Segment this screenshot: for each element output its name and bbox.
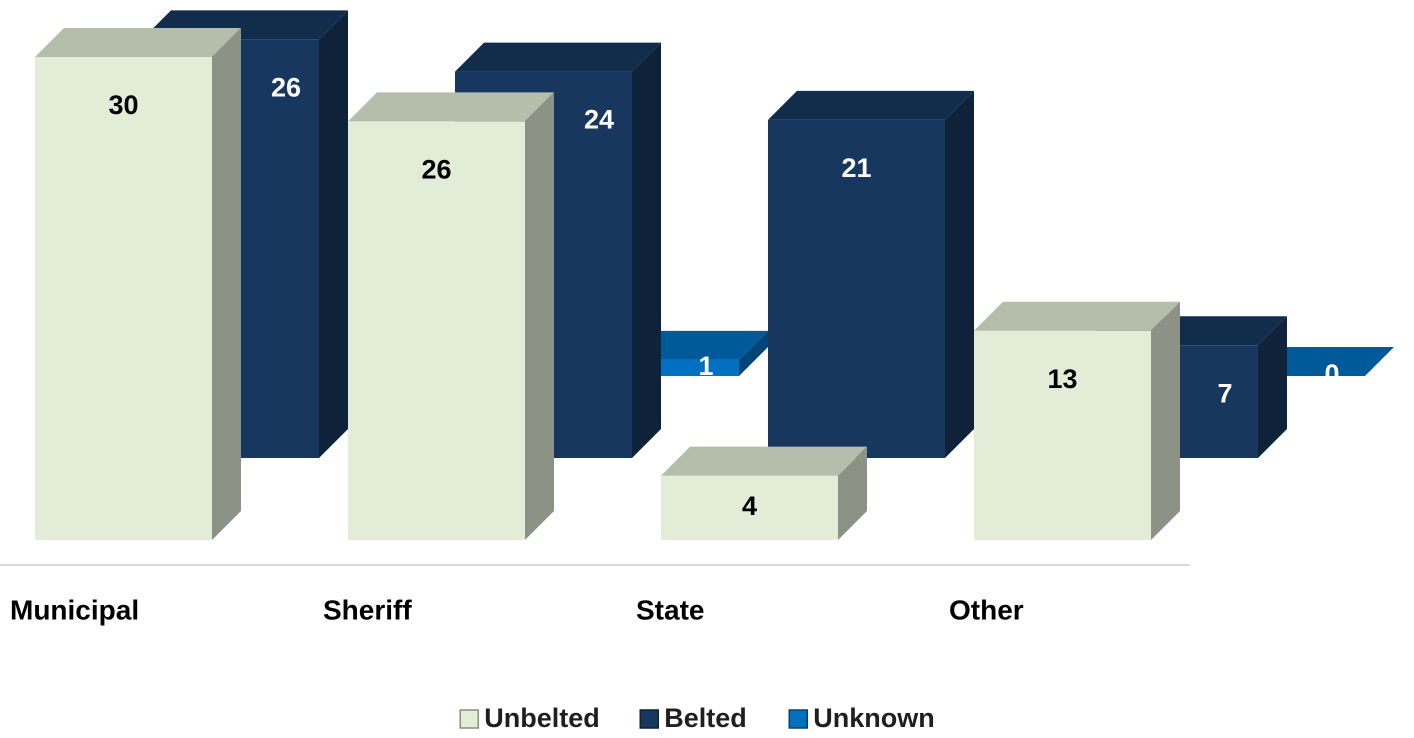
value-label: 21 xyxy=(841,153,871,183)
value-label: 1 xyxy=(698,351,713,381)
bar-side xyxy=(212,28,241,540)
bar-side xyxy=(1258,316,1287,458)
bar-side xyxy=(525,92,554,541)
value-label: 26 xyxy=(271,73,301,103)
value-label: 26 xyxy=(421,155,451,185)
x-tick-label: Sheriff xyxy=(323,594,412,625)
value-label: 30 xyxy=(108,90,138,120)
bar-top xyxy=(455,42,661,72)
x-tick-label: Other xyxy=(949,594,1024,625)
x-tick-label: Municipal xyxy=(10,594,139,625)
value-label: 7 xyxy=(1217,378,1232,408)
bar-top xyxy=(974,301,1180,331)
bar xyxy=(974,301,1180,540)
value-label: 13 xyxy=(1047,364,1077,394)
legend-swatch xyxy=(459,709,479,729)
value-label: 24 xyxy=(584,105,614,135)
bar-front xyxy=(974,330,1151,540)
legend-label: Unbelted xyxy=(484,703,600,733)
bar xyxy=(348,92,554,541)
bar xyxy=(35,28,241,540)
legend-label: Belted xyxy=(664,703,747,733)
legend-label: Unknown xyxy=(813,703,935,733)
value-label: 0 xyxy=(1324,359,1339,389)
bar-top xyxy=(35,28,241,57)
bar-front xyxy=(35,57,212,540)
legend-swatch xyxy=(639,709,659,729)
bar-side xyxy=(945,90,974,459)
bar-top xyxy=(661,446,867,476)
bar-side xyxy=(838,446,867,540)
bar-front xyxy=(661,475,838,540)
bar-front xyxy=(348,121,525,541)
bar-side xyxy=(319,10,348,459)
bar-top xyxy=(768,90,974,120)
bar-side xyxy=(1151,301,1180,540)
bar-side xyxy=(632,42,661,458)
bar-side xyxy=(739,330,768,376)
bar-front xyxy=(768,119,945,459)
legend: Unbelted Belted Unknown xyxy=(459,703,935,733)
bar xyxy=(661,446,867,540)
legend-swatch xyxy=(788,709,808,729)
bar xyxy=(768,90,974,459)
x-tick-label: State xyxy=(636,594,704,625)
bar-top xyxy=(348,92,554,122)
value-label: 4 xyxy=(742,491,757,521)
